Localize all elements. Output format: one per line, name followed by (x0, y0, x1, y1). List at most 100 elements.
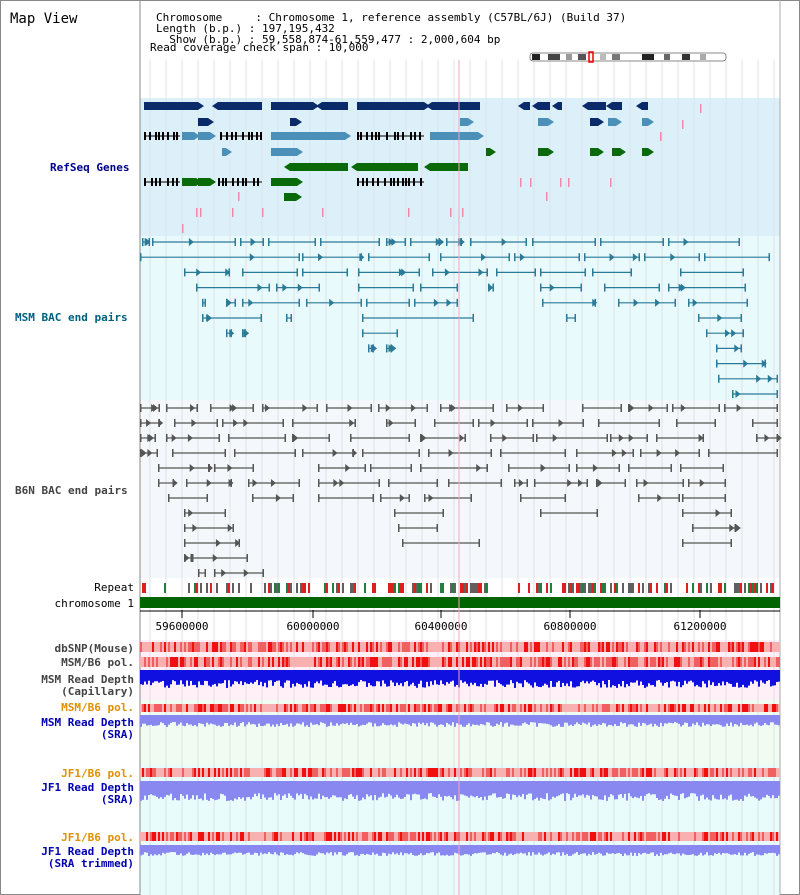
jf1-depth-trim-label-1: JF1 Read Depth (41, 845, 134, 858)
depth-bar (296, 670, 298, 683)
b6n-bac-pair-arrow (552, 434, 558, 442)
msm-bac-pair-end (718, 374, 720, 383)
depth-bar (564, 670, 566, 686)
heat-cell (370, 657, 372, 667)
msm-bac-pair-end (732, 390, 734, 398)
heat-cell (186, 642, 188, 652)
b6n-bac-pair-end (470, 494, 472, 502)
depth-bar (240, 715, 242, 724)
heat-cell (316, 768, 318, 777)
msm-bac-track[interactable] (140, 238, 778, 398)
heat-cell (196, 768, 198, 777)
heat-cell (174, 832, 176, 841)
heat-cell (668, 768, 670, 777)
heat-cell (548, 642, 550, 652)
heat-cell (388, 832, 390, 841)
depth-bar (508, 781, 510, 795)
depth-bar (574, 670, 576, 688)
heat-cell (436, 832, 438, 841)
depth-bar (740, 715, 742, 723)
heat-cell (590, 832, 592, 841)
depth-bar (204, 670, 206, 681)
depth-bar (282, 845, 284, 853)
repeat-block (164, 583, 166, 593)
depth-bar (584, 715, 586, 724)
heat-cell (190, 642, 192, 652)
depth-bar (538, 845, 540, 853)
heat-cell (636, 642, 638, 652)
depth-bar (406, 670, 408, 681)
heat-cell (642, 704, 644, 712)
heat-cell (360, 768, 362, 777)
heat-cell (186, 704, 188, 712)
heat-cell (428, 657, 430, 667)
variation-tracks[interactable] (140, 642, 780, 856)
b6n-bac-pair-end (206, 494, 208, 502)
depth-bar (618, 670, 620, 685)
heat-cell (150, 768, 152, 777)
b6n-bac-pair-arrow (680, 404, 686, 412)
heat-cell (326, 768, 328, 777)
msm-bac-pair-end (525, 238, 527, 246)
heat-cell (548, 657, 550, 667)
depth-bar (732, 670, 734, 687)
heat-cell (366, 642, 368, 652)
depth-bar (694, 670, 696, 687)
b6n-bac-pair-arrow (345, 464, 351, 472)
heat-cell (342, 768, 344, 777)
msm-bac-pair-end (362, 314, 364, 322)
heat-cell (394, 704, 396, 712)
b6n-bac-pair-end (420, 434, 422, 442)
depth-bar (698, 670, 700, 687)
repeat-block (564, 583, 566, 593)
heat-cell (246, 657, 248, 667)
depth-bar (756, 781, 758, 799)
heat-cell (330, 657, 332, 667)
depth-bar (542, 781, 544, 799)
heat-cell (250, 657, 252, 667)
depth-bar (662, 670, 664, 686)
depth-bar (582, 670, 584, 681)
b6n-bac-pair-end (434, 419, 436, 427)
gene-exon (167, 178, 169, 186)
msm-bac-pair-end (446, 238, 448, 246)
chromosome-bar[interactable] (140, 597, 780, 608)
b6n-bac-pair-arrow (243, 419, 249, 427)
depth-bar (594, 715, 596, 725)
heat-cell (374, 832, 376, 841)
depth-bar (464, 670, 466, 682)
msm-bac-pair-arrow (250, 238, 256, 246)
heat-cell (428, 832, 430, 841)
heat-cell (338, 704, 340, 712)
depth-bar (254, 670, 256, 682)
heat-cell (376, 642, 378, 652)
depth-bar (748, 715, 750, 726)
b6n-bac-track[interactable] (140, 404, 782, 577)
heat-cell (530, 704, 532, 712)
refseq-genes-track[interactable] (144, 102, 702, 233)
repeat-track[interactable] (142, 583, 774, 593)
heat-cell (202, 768, 204, 777)
heat-cell (470, 768, 472, 777)
heat-cell (256, 704, 258, 712)
heat-cell (254, 642, 256, 652)
depth-bar (580, 845, 582, 855)
b6n-bac-pair-end (478, 539, 480, 547)
depth-bar (282, 781, 284, 796)
b6n-bac-pair-arrow (558, 419, 564, 427)
depth-bar (592, 781, 594, 796)
msm-bac-pair-end (534, 268, 536, 277)
msm-bac-pair-end (396, 329, 398, 338)
heat-cell (178, 704, 180, 712)
heat-cell (152, 704, 154, 712)
msm-bac-pair-end (240, 238, 242, 246)
depth-bar (730, 715, 732, 723)
depth-bar (288, 781, 290, 794)
chromosome-ideogram[interactable] (529, 51, 727, 63)
heat-cell (264, 642, 266, 652)
heat-cell (400, 657, 402, 667)
depth-bar (282, 670, 284, 688)
depth-bar (330, 845, 332, 853)
heat-cell (524, 768, 526, 777)
